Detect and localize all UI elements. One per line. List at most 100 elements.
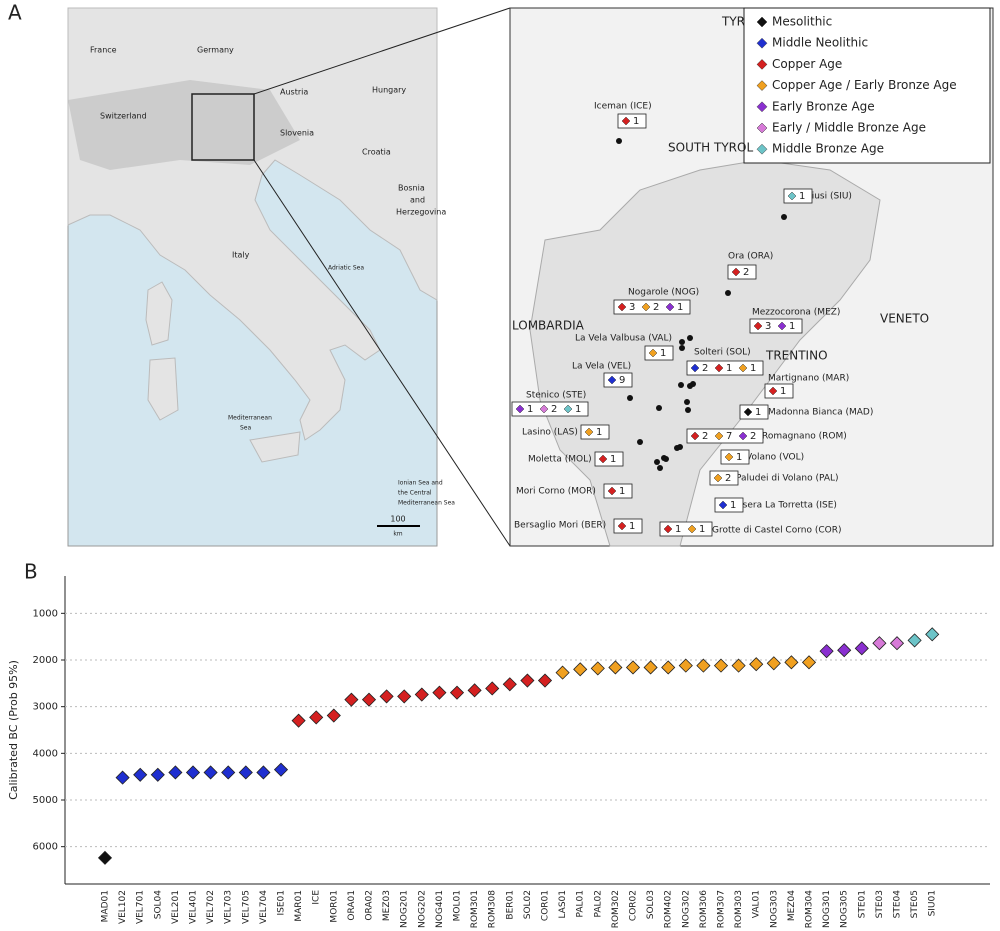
count-value: 1 (660, 348, 666, 359)
legend-marker (756, 122, 768, 134)
data-point (889, 636, 905, 651)
legend-label: Copper Age (772, 57, 842, 71)
legend-label: Copper Age / Early Bronze Age (772, 78, 957, 92)
country-label: the Central (398, 490, 432, 497)
count-value: 1 (629, 521, 635, 532)
legend-marker (756, 59, 768, 70)
data-point (449, 685, 465, 700)
data-point (150, 767, 165, 782)
count-marker (738, 431, 748, 441)
data-point (273, 762, 289, 777)
x-tick-label: NOG303 (769, 890, 779, 928)
legend (743, 7, 991, 164)
legend-marker (756, 80, 768, 91)
site-dot (679, 345, 685, 351)
count-box (603, 483, 633, 499)
data-point (907, 633, 922, 648)
count-box (617, 113, 647, 129)
x-tick-label: ROM402 (664, 890, 674, 928)
legend-label: Mesolithic (772, 15, 832, 29)
count-marker (753, 321, 763, 331)
count-marker (607, 486, 617, 496)
site-dot (678, 382, 684, 388)
data-point (467, 683, 482, 698)
legend-label: Early / Middle Bronze Age (772, 121, 926, 135)
count-box (613, 299, 691, 315)
x-tick-label: VEL705 (241, 890, 251, 924)
x-tick-label: ORA01 (347, 890, 357, 921)
x-tick-label: STE04 (893, 890, 903, 919)
country-label: Ionian Sea and (398, 480, 443, 487)
x-tick-label: STE01 (857, 890, 867, 918)
data-point (731, 658, 746, 673)
x-tick-label: VEL102 (118, 890, 128, 924)
region-label: VENETO (880, 312, 929, 326)
x-tick-label: NOG302 (681, 890, 691, 928)
x-tick-label: COR01 (541, 890, 551, 921)
y-tick-label: 6000 (33, 842, 58, 853)
data-point (379, 689, 394, 704)
site-dot (654, 459, 660, 465)
count-marker (617, 521, 627, 531)
alps (68, 80, 300, 170)
legend-label: Early Bronze Age (772, 99, 875, 113)
count-marker (539, 404, 549, 414)
country-label: Croatia (362, 148, 391, 157)
x-tick-label: COR02 (629, 890, 639, 921)
x-tick-label: NOG401 (435, 890, 445, 928)
count-marker (563, 404, 573, 414)
data-point (238, 765, 253, 780)
count-value: 2 (743, 267, 749, 278)
country-label: Germany (197, 46, 234, 55)
y-tick-label: 5000 (33, 795, 58, 806)
count-box (613, 518, 643, 534)
country-label: Switzerland (100, 112, 147, 121)
legend-label: Middle Bronze Age (772, 142, 884, 156)
data-point (537, 673, 553, 688)
y-tick-label: 3000 (33, 702, 58, 713)
count-box (594, 451, 624, 467)
country-label: Sea (240, 425, 252, 432)
count-box (720, 449, 750, 465)
site-dot (685, 407, 691, 413)
site-label: Madonna Bianca (MAD) (768, 408, 873, 418)
data-point (801, 655, 817, 670)
data-point (133, 767, 148, 782)
data-point (185, 765, 201, 780)
count-marker (665, 302, 675, 312)
country-label: Herzegovina (396, 208, 446, 217)
data-point (344, 692, 359, 707)
site-label: Nogarole (NOG) (628, 288, 699, 298)
x-tick-label: SIU01 (928, 890, 938, 916)
data-point (555, 665, 570, 680)
count-value: 1 (575, 404, 581, 415)
data-point (432, 685, 447, 700)
count-marker (713, 473, 723, 483)
data-point (625, 660, 641, 675)
data-point (309, 710, 324, 725)
site-dot (657, 465, 663, 471)
data-point (361, 692, 377, 707)
x-tick-label: ORA02 (365, 890, 375, 921)
data-point (749, 657, 764, 672)
trentino (529, 159, 881, 547)
count-marker (714, 363, 724, 373)
data-point (573, 662, 588, 677)
data-point (643, 660, 658, 675)
site-dot (781, 214, 787, 220)
count-value: 2 (702, 363, 708, 374)
x-tick-label: PAL01 (576, 890, 586, 917)
count-box (727, 264, 757, 280)
count-marker (617, 302, 627, 312)
count-value: 7 (726, 431, 732, 442)
count-box (709, 470, 739, 486)
site-label: Isera La Torretta (ISE) (740, 501, 837, 511)
count-value: 9 (619, 375, 625, 386)
count-value: 1 (677, 302, 683, 313)
data-point (221, 765, 236, 780)
count-marker (743, 407, 753, 417)
count-value: 1 (780, 386, 786, 397)
count-value: 2 (750, 431, 756, 442)
data-point (766, 656, 781, 671)
data-point (854, 641, 869, 656)
